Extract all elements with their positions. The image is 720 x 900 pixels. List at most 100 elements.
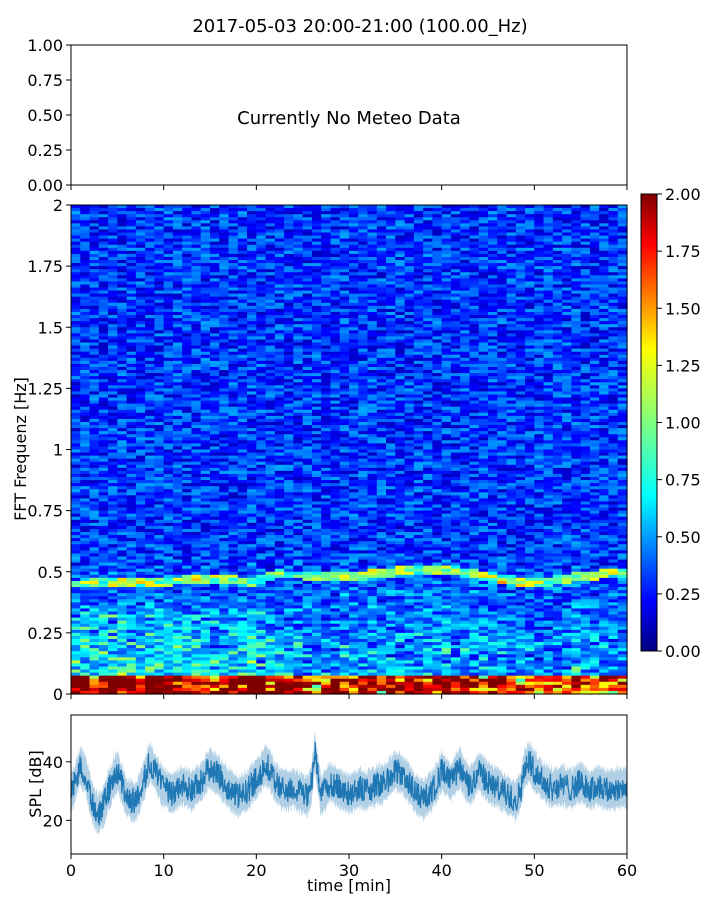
heatmap-cell [293, 477, 304, 481]
heatmap-cell [265, 632, 276, 637]
heatmap-cell [293, 342, 304, 347]
heatmap-cell [89, 513, 100, 518]
heatmap-cell [247, 477, 257, 481]
heatmap-cell [302, 525, 313, 530]
heatmap-cell [330, 626, 341, 631]
heatmap-cell [71, 678, 81, 683]
heatmap-cell [172, 232, 183, 237]
heatmap-cell [265, 651, 276, 655]
heatmap-cell [265, 305, 276, 310]
heatmap-cell [228, 308, 239, 313]
heatmap-cell [80, 333, 91, 338]
heatmap-cell [228, 284, 239, 289]
heatmap-cell [98, 480, 109, 484]
heatmap-cell [80, 241, 91, 246]
heatmap-cell [284, 330, 294, 334]
heatmap-cell [89, 516, 100, 521]
heatmap-cell [219, 510, 230, 515]
heatmap-cell [237, 684, 248, 689]
heatmap-cell [265, 452, 276, 457]
heatmap-cell [191, 220, 202, 224]
heatmap-cell [321, 382, 332, 386]
heatmap-cell [126, 406, 137, 411]
heatmap-cell [265, 281, 276, 286]
heatmap-cell [200, 587, 211, 591]
heatmap-cell [321, 684, 332, 689]
heatmap-cell [108, 220, 118, 224]
heatmap-cell [265, 455, 276, 460]
heatmap-cell [145, 642, 155, 646]
heatmap-cell [98, 467, 109, 472]
heatmap-cell [108, 617, 118, 622]
heatmap-cell [349, 635, 359, 640]
heatmap-cell [284, 244, 294, 249]
heatmap-cell [265, 263, 276, 267]
heatmap-cell [284, 501, 294, 506]
heatmap-cell [108, 446, 118, 451]
heatmap-cell [89, 397, 100, 402]
heatmap-cell [237, 553, 248, 558]
heatmap-cell [98, 449, 109, 454]
heatmap-cell [172, 547, 183, 551]
heatmap-cell [89, 510, 100, 515]
heatmap-cell [330, 290, 341, 295]
heatmap-cell [89, 379, 100, 383]
heatmap-cell [117, 532, 128, 536]
heatmap-cell [108, 382, 118, 386]
heatmap-cell [293, 492, 304, 496]
heatmap-cell [247, 568, 257, 573]
heatmap-cell [293, 458, 304, 463]
heatmap-cell [108, 470, 118, 475]
heatmap-cell [98, 446, 109, 451]
heatmap-cell [200, 345, 211, 350]
heatmap-cell [145, 391, 155, 396]
heatmap-cell [172, 666, 183, 671]
heatmap-cell [284, 574, 294, 579]
heatmap-cell [265, 440, 276, 444]
heatmap-cell [135, 351, 146, 356]
heatmap-cell [210, 483, 220, 487]
heatmap-cell [117, 330, 128, 334]
heatmap-cell [154, 327, 165, 331]
heatmap-cell [302, 351, 313, 356]
heatmap-cell [117, 672, 128, 677]
heatmap-cell [256, 532, 267, 536]
heatmap-cell [98, 360, 109, 365]
heatmap-cell [339, 247, 350, 252]
heatmap-cell [210, 577, 220, 582]
heatmap-cell [284, 293, 294, 298]
heatmap-cell [321, 403, 332, 408]
heatmap-cell [154, 211, 165, 215]
heatmap-cell [219, 241, 230, 246]
heatmap-cell [108, 253, 118, 258]
heatmap-cell [274, 489, 285, 493]
heatmap-cell [339, 305, 350, 310]
heatmap-cell [108, 504, 118, 509]
heatmap-cell [163, 425, 174, 429]
heatmap-cell [191, 318, 202, 322]
heatmap-cell [145, 510, 155, 515]
heatmap-cell [182, 501, 193, 506]
heatmap-cell [135, 324, 146, 328]
heatmap-cell [126, 256, 137, 261]
heatmap-cell [89, 418, 100, 423]
heatmap-cell [71, 336, 81, 341]
heatmap-cell [145, 241, 155, 246]
heatmap-cell [163, 492, 174, 496]
heatmap-cell [98, 333, 109, 338]
heatmap-cell [339, 455, 350, 460]
heatmap-cell [163, 635, 174, 640]
heatmap-cell [71, 357, 81, 362]
heatmap-cell [108, 687, 118, 692]
heatmap-cell [145, 403, 155, 408]
heatmap-cell [71, 632, 81, 637]
heatmap-cell [228, 205, 239, 209]
heatmap-cell [321, 354, 332, 359]
heatmap-cell [265, 296, 276, 301]
heatmap-cell [108, 287, 118, 292]
heatmap-cell [210, 525, 220, 530]
spectrogram-heatmap [71, 205, 628, 695]
heatmap-cell [274, 415, 285, 420]
heatmap-cell [349, 290, 359, 295]
heatmap-cell [210, 455, 220, 460]
